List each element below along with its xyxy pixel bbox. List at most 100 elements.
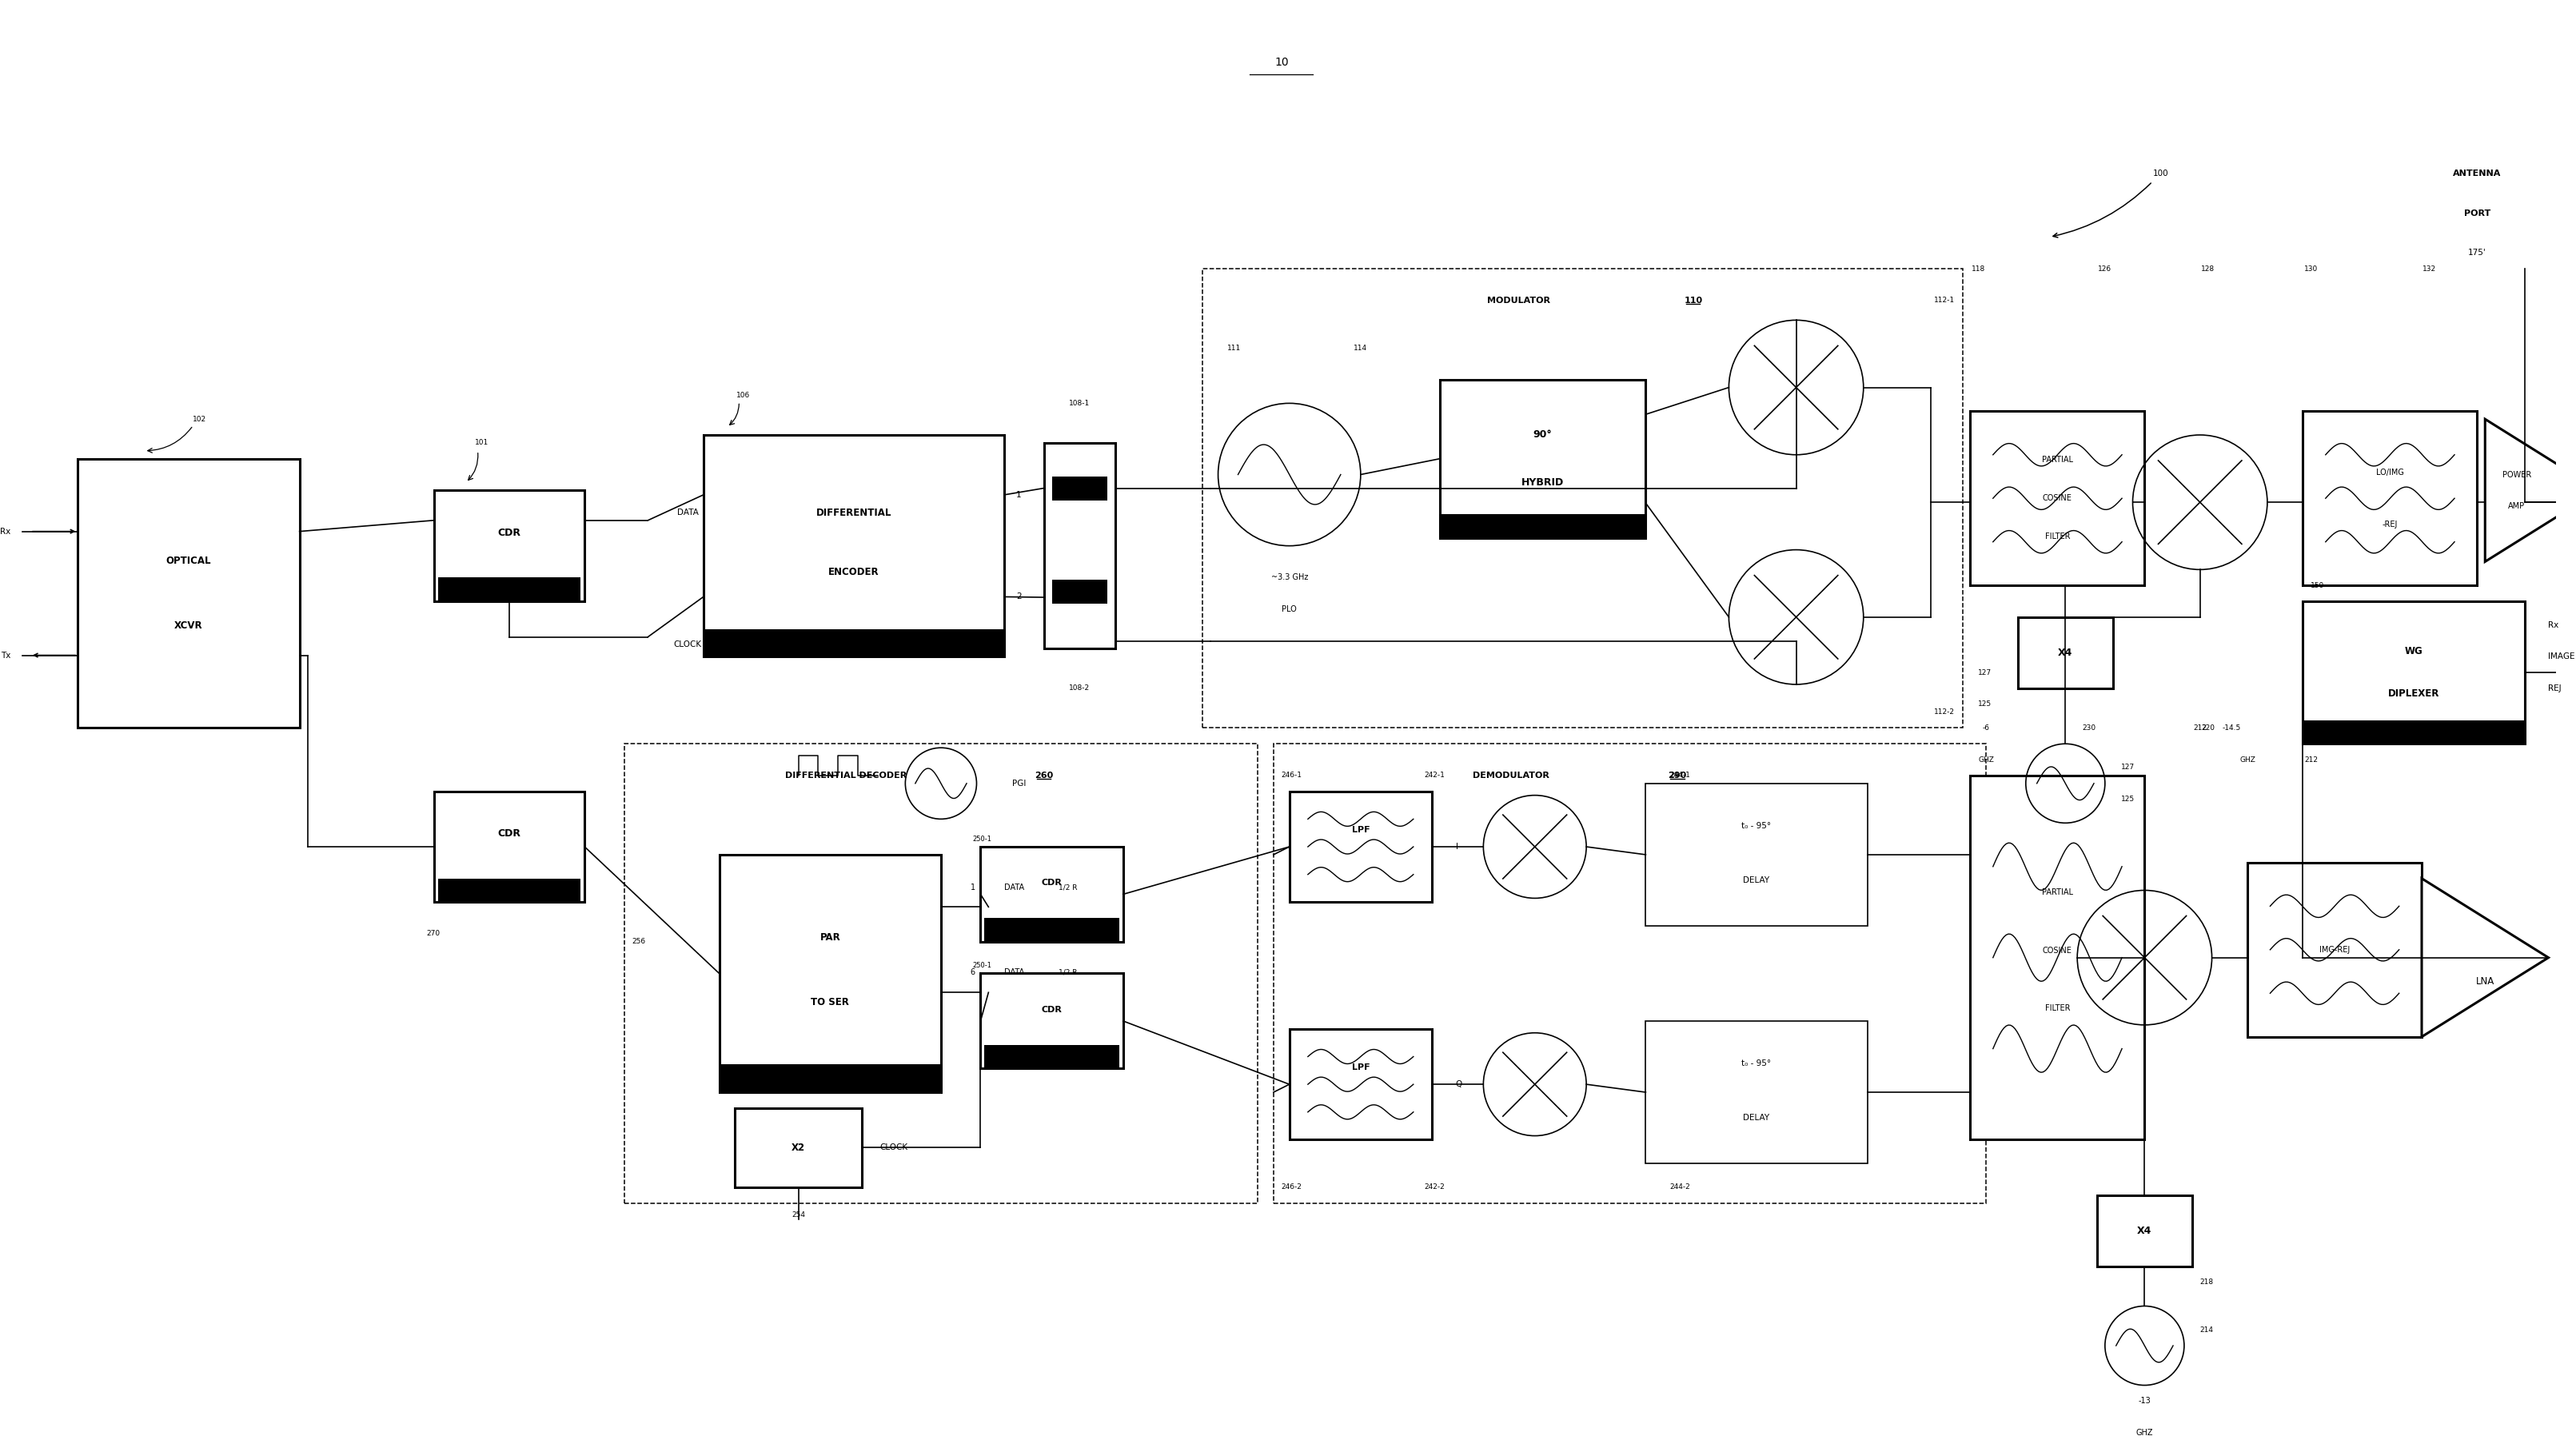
Text: 214: 214 xyxy=(2200,1326,2213,1334)
Text: 114: 114 xyxy=(1355,345,1368,352)
Text: 125: 125 xyxy=(1978,701,1991,708)
Text: 101: 101 xyxy=(474,439,489,446)
Text: 128: 128 xyxy=(2200,265,2215,272)
Text: 242-1: 242-1 xyxy=(1425,772,1445,779)
Bar xyxy=(719,854,940,1092)
Text: COSINE: COSINE xyxy=(2043,947,2071,954)
Text: 112-1: 112-1 xyxy=(1935,297,1955,304)
Text: X4: X4 xyxy=(2058,647,2074,657)
Text: GHZ: GHZ xyxy=(1978,756,1994,763)
Bar xyxy=(2303,720,2524,744)
Text: -6: -6 xyxy=(1984,724,1989,731)
Text: 260: 260 xyxy=(1036,772,1054,779)
Text: CLOCK: CLOCK xyxy=(672,641,701,649)
Bar xyxy=(623,744,1257,1203)
Bar xyxy=(438,879,580,902)
Text: 220: 220 xyxy=(2200,724,2215,731)
Text: DATA: DATA xyxy=(1005,883,1025,891)
Text: Rx: Rx xyxy=(0,527,10,536)
Bar xyxy=(438,578,580,601)
Bar xyxy=(1440,514,1646,537)
Text: IMG-REJ: IMG-REJ xyxy=(2318,946,2349,954)
Text: REJ: REJ xyxy=(2548,685,2561,692)
Text: -REJ: -REJ xyxy=(2383,520,2398,529)
Text: CDR: CDR xyxy=(497,828,520,838)
Text: X2: X2 xyxy=(791,1142,806,1153)
Bar xyxy=(2017,617,2112,688)
Text: 175': 175' xyxy=(2468,249,2486,256)
Bar xyxy=(984,1044,1118,1069)
Text: DIFFERENTIAL DECODER: DIFFERENTIAL DECODER xyxy=(786,772,907,779)
Text: CDR: CDR xyxy=(1041,1005,1061,1014)
Text: MODULATOR: MODULATOR xyxy=(1486,297,1551,304)
Text: CDR: CDR xyxy=(497,527,520,537)
Polygon shape xyxy=(2421,879,2548,1037)
Text: POWER: POWER xyxy=(2501,471,2532,478)
Text: 126: 126 xyxy=(2097,265,2112,272)
Text: 246-1: 246-1 xyxy=(1280,772,1303,779)
Text: DELAY: DELAY xyxy=(1744,1114,1770,1122)
Text: FILTER: FILTER xyxy=(2045,533,2071,540)
Bar xyxy=(1291,791,1432,902)
Polygon shape xyxy=(2486,418,2576,562)
Text: 244-1: 244-1 xyxy=(1669,772,1690,779)
Text: 102: 102 xyxy=(193,416,206,423)
Text: 1: 1 xyxy=(971,883,976,891)
Bar xyxy=(1971,776,2146,1140)
Text: 127: 127 xyxy=(1978,669,1991,676)
Bar xyxy=(1646,783,1868,925)
Text: -13: -13 xyxy=(2138,1397,2151,1405)
Text: 106: 106 xyxy=(737,392,750,400)
Text: 127: 127 xyxy=(2120,765,2136,772)
Text: PARTIAL: PARTIAL xyxy=(2043,888,2074,896)
Text: GHZ: GHZ xyxy=(2239,756,2257,763)
Text: PARTIAL: PARTIAL xyxy=(2043,456,2074,463)
Text: XCVR: XCVR xyxy=(175,620,204,631)
Bar xyxy=(1291,1030,1432,1140)
Text: PAR: PAR xyxy=(819,933,840,943)
Bar xyxy=(1971,411,2146,585)
Text: 10: 10 xyxy=(1275,56,1288,68)
Text: Q: Q xyxy=(1455,1080,1463,1089)
Text: 250-1: 250-1 xyxy=(974,961,992,969)
Text: 212: 212 xyxy=(2192,724,2208,731)
Bar xyxy=(1646,1021,1868,1164)
Text: 1: 1 xyxy=(1015,491,1023,498)
Bar xyxy=(981,973,1123,1069)
Text: PGI: PGI xyxy=(1012,779,1025,788)
Bar xyxy=(981,847,1123,941)
Text: ENCODER: ENCODER xyxy=(829,568,878,578)
Bar xyxy=(703,434,1005,657)
Text: 230: 230 xyxy=(2081,724,2097,731)
Bar xyxy=(719,1064,940,1092)
Text: 290: 290 xyxy=(1669,772,1687,779)
Text: 125: 125 xyxy=(2120,795,2136,802)
Text: 246-2: 246-2 xyxy=(1280,1183,1301,1190)
Bar xyxy=(2303,411,2478,585)
Text: DIFFERENTIAL: DIFFERENTIAL xyxy=(817,507,891,518)
Text: 1/2 R: 1/2 R xyxy=(1059,883,1077,891)
Text: 250-1: 250-1 xyxy=(974,835,992,843)
Bar xyxy=(1051,579,1108,604)
Text: -14.5: -14.5 xyxy=(2223,724,2241,731)
Text: 108-1: 108-1 xyxy=(1069,400,1090,407)
Bar xyxy=(984,918,1118,941)
Text: FILTER: FILTER xyxy=(2045,1005,2071,1012)
Text: OPTICAL: OPTICAL xyxy=(165,556,211,566)
Text: ANTENNA: ANTENNA xyxy=(2452,169,2501,178)
Text: WG: WG xyxy=(2406,646,2424,656)
Bar xyxy=(2097,1195,2192,1267)
Text: Rx: Rx xyxy=(2548,621,2558,628)
Text: 111: 111 xyxy=(1226,345,1242,352)
Text: 244-2: 244-2 xyxy=(1669,1183,1690,1190)
Text: LPF: LPF xyxy=(1352,827,1370,834)
Text: 1/2 R: 1/2 R xyxy=(1059,969,1077,976)
Text: DELAY: DELAY xyxy=(1744,876,1770,885)
Text: 130: 130 xyxy=(2303,265,2318,272)
Text: 110: 110 xyxy=(1685,297,1703,304)
Bar xyxy=(1051,476,1108,501)
Text: PORT: PORT xyxy=(2463,209,2491,217)
Text: 108-2: 108-2 xyxy=(1069,685,1090,692)
Text: 242-2: 242-2 xyxy=(1425,1183,1445,1190)
Text: CDR: CDR xyxy=(1041,879,1061,886)
